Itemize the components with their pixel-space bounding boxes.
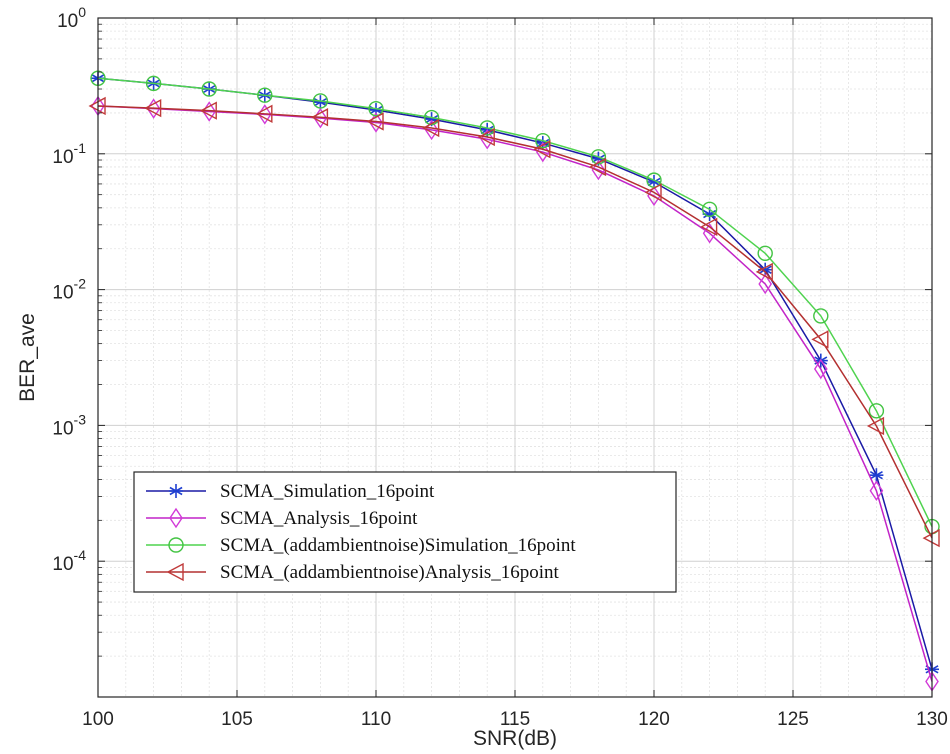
x-tick-label: 115 [500,709,530,730]
legend-label-1: SCMA_Simulation_16point [220,481,435,502]
y-tick-label-exponent: -4 [74,547,87,563]
series-2-point [591,159,606,181]
series-2-point [758,273,773,295]
series-3-point [479,120,495,136]
y-tick-label-exponent: -2 [74,276,87,292]
y-tick-label-base: 10 [52,418,73,439]
series-3-point [312,93,329,109]
y-tick-label-base: 10 [52,147,73,168]
tick-marks [97,17,933,697]
y-tick-label-exponent: -3 [74,411,87,427]
y-axis-label: BER_ave [16,313,39,402]
series-3-point [701,201,718,218]
series-4-point [533,140,551,159]
legend-label-2: SCMA_Analysis_16point [220,508,418,529]
series-4-point [811,330,829,349]
series-3-point [646,172,662,188]
series-4-point [310,108,329,127]
series-3-point [423,109,440,126]
legend-box [133,471,677,593]
x-tick-label: 105 [221,709,253,730]
series-3-point [201,81,217,97]
legend-marker-1 [169,484,183,498]
series-3-point [368,100,384,117]
series-3-point [813,308,829,324]
series-3-point [757,245,773,262]
x-tick-label: 130 [916,709,948,730]
legend: SCMA_Simulation_16point SCMA_Analysis_16p… [133,471,677,593]
series-4-point [144,98,162,118]
series-2-point [869,480,884,502]
x-axis-label: SNR(dB) [473,727,557,750]
series-3-point [868,403,885,419]
x-tick-label: 125 [777,709,809,730]
series-4-line [97,105,933,539]
series-1-point [869,468,884,483]
series-4-point [755,262,773,282]
y-tick-label: 10-2 [52,276,86,304]
y-tick-label: 10-1 [52,140,86,168]
y-tick-label-base: 10 [52,554,73,575]
series-4-point [255,104,273,123]
series-3 [90,70,940,535]
y-tick-label: 10-4 [52,547,86,575]
x-tick-label: 100 [82,709,114,730]
y-tick-label: 100 [57,4,86,32]
series-1-point [758,262,773,277]
legend-marker-2 [169,507,183,529]
series-2-point [647,185,661,207]
series-4-point [588,157,607,177]
series-4-point [866,416,885,436]
series-4-point [199,101,217,120]
series-4-point [422,118,440,138]
y-tick-label-exponent: -1 [74,140,87,156]
x-tick-label: 110 [361,709,391,730]
series-2-point [813,358,828,380]
series-layer [88,70,940,692]
series-4-point [477,127,495,147]
series-4-point [700,217,718,236]
y-tick-label-base: 10 [57,11,78,32]
y-tick-label-exponent: 0 [78,4,86,20]
legend-label-3: SCMA_(addambientnoise)Simulation_16point [220,535,576,556]
y-tick-label-base: 10 [52,283,73,304]
series-4-point [366,112,384,131]
series-4-point [644,183,662,202]
legend-label-4: SCMA_(addambientnoise)Analysis_16point [220,562,560,583]
legend-marker-3 [168,537,184,553]
series-3-line [97,77,933,527]
x-tick-labels: 100 105 110 115 120 125 130 [82,709,948,730]
series-3-point [257,87,273,103]
y-tick-label: 10-3 [52,411,86,439]
series-3-point [590,149,607,165]
legend-marker-4 [166,562,184,582]
x-tick-label: 120 [638,709,670,730]
series-3-point [145,75,162,92]
